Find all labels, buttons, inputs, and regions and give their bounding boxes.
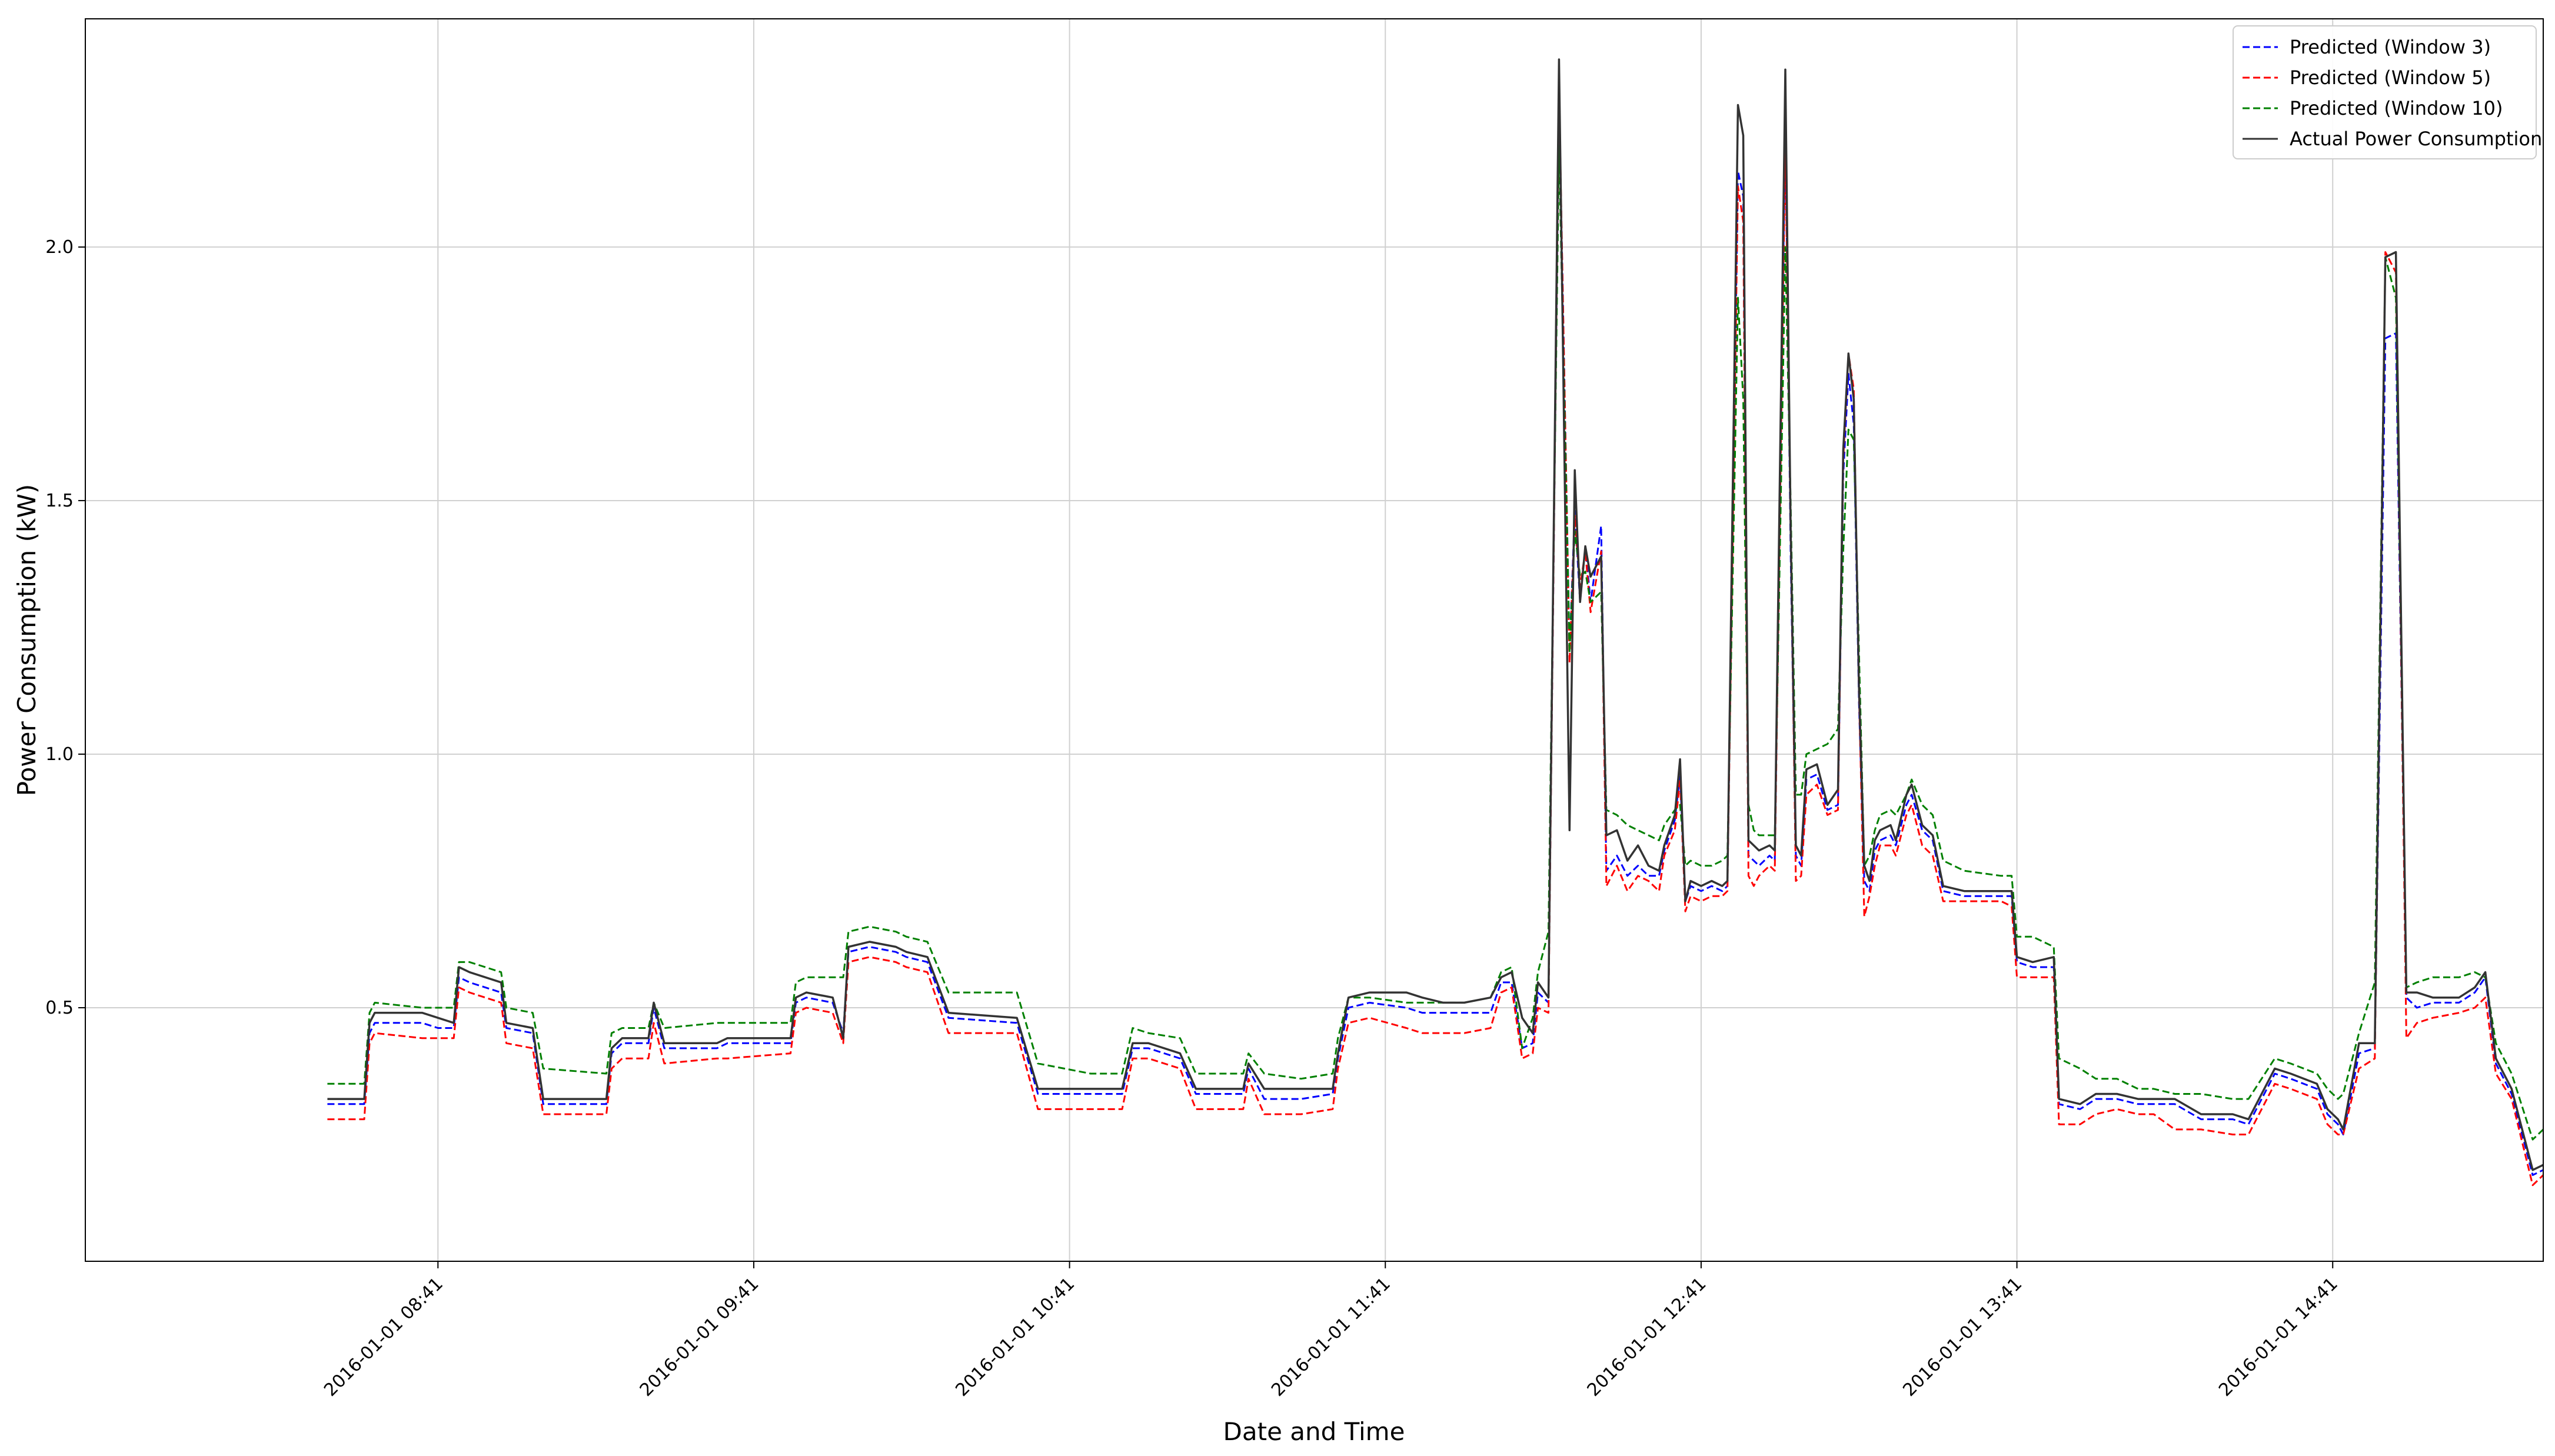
legend-label: Actual Power Consumption [2290, 128, 2542, 150]
legend-label: Predicted (Window 3) [2290, 36, 2491, 58]
series-lines [327, 58, 2544, 1187]
y-tick-label: 0.5 [45, 998, 74, 1018]
y-axis-title: Power Consumption (kW) [12, 484, 41, 796]
legend-label: Predicted (Window 5) [2290, 66, 2491, 89]
y-tick-label: 2.0 [45, 237, 74, 258]
legend-box [2233, 25, 2537, 159]
legend-label: Predicted (Window 10) [2290, 97, 2503, 119]
y-tick-label: 1.0 [45, 744, 74, 765]
grid-lines [85, 19, 2543, 1261]
plot-area-frame [85, 18, 2544, 1262]
x-axis-title: Date and Time [1223, 1417, 1405, 1446]
legend: Predicted (Window 3) Predicted (Window 5)… [2233, 25, 2542, 159]
y-tick-label: 1.5 [45, 491, 74, 511]
series-line-actual [327, 58, 2544, 1171]
